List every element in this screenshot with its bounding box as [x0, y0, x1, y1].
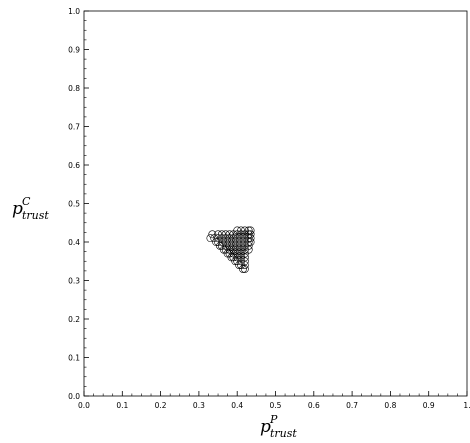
y-tick-label: 0.7: [68, 123, 80, 132]
x-tick-label: 0.5: [270, 401, 282, 410]
x-tick-label: 0.8: [384, 401, 396, 410]
data-point: [246, 230, 255, 239]
y-tick-label: 0.2: [68, 315, 80, 324]
data-point: [244, 230, 253, 239]
x-tick-label: 0.7: [346, 401, 358, 410]
data-point: [246, 238, 255, 246]
x-axis-label-base: p: [260, 417, 271, 437]
y-tick-label: 0.9: [68, 46, 80, 55]
x-tick-label: 0.6: [308, 401, 320, 410]
y-tick-label: 1.0: [68, 7, 80, 16]
y-tick-label: 0.5: [68, 200, 80, 209]
x-tick-label: 0.9: [423, 401, 435, 410]
data-point: [240, 257, 249, 266]
y-axis-label-superscript: C: [22, 195, 31, 208]
data-point: [240, 261, 249, 269]
y-tick-label: 0.8: [68, 84, 80, 93]
data-point: [246, 226, 255, 235]
x-tick-label: 0.1: [116, 401, 128, 410]
data-point: [244, 226, 253, 235]
ticks: 0.0 0.1 0.2 0.3 0.4 0.5 0.6 0.7 0.8 0.9 1. 0.0 0.1 0.…: [68, 7, 470, 410]
data-point: [244, 241, 253, 250]
x-tick-label: 0.4: [231, 401, 243, 410]
data-point: [244, 238, 253, 246]
data-point: [240, 253, 249, 262]
axes: [83, 10, 468, 397]
y-tick-label: 0.3: [68, 277, 80, 286]
data-point: [239, 265, 247, 273]
y-axis-label-subscript: trust: [22, 209, 49, 222]
y-tick-label: 0.4: [68, 238, 80, 247]
data-point: [244, 245, 253, 254]
x-axis-label-subscript: trust: [270, 427, 297, 440]
plot-frame: [83, 10, 468, 397]
data-points: [206, 226, 255, 273]
data-point: [208, 230, 217, 239]
y-tick-label: 0.0: [68, 392, 80, 401]
y-tick-label: 0.1: [68, 354, 80, 363]
data-point: [244, 234, 253, 243]
x-tick-label: 0.2: [155, 401, 167, 410]
y-axis-label-base: p: [12, 199, 23, 219]
x-axis-label-superscript: P: [269, 413, 278, 426]
data-point: [206, 234, 215, 243]
x-tick-label: 0.0: [78, 401, 90, 410]
y-tick-label: 0.6: [68, 161, 80, 170]
x-tick-label: 0.3: [193, 401, 205, 410]
data-point: [240, 265, 249, 273]
x-tick-label: 1.: [463, 401, 470, 410]
data-point: [246, 234, 255, 243]
